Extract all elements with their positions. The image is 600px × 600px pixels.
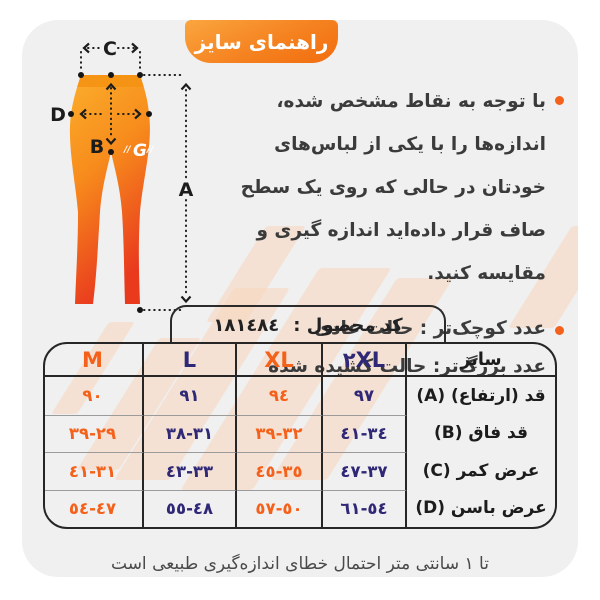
product-code-label: کد محصول : [293,314,403,336]
product-code-value: ١٨١٤٨٤ [213,314,280,336]
measure-b-arrow: B [90,82,117,158]
table-cell: ٣١-٣٨ [144,414,237,452]
table-cell: ٩٧ [323,377,407,415]
table-cell: ٢٩-٣٩ [45,414,144,452]
measure-c-label: C [103,40,117,60]
bullet-dot-icon [555,326,564,335]
measure-a-arrow: A [143,74,194,311]
table-cell: ٤٧-٥٤ [45,489,144,527]
instructions-list: با توجه به نقاط مشخص شده، اندازه‌ها را ب… [210,80,564,386]
logo-letter: G [133,141,147,161]
leggings-shape [69,75,150,304]
size-table: سایز ٢XL XL L M قد (ارتفاع) (A) ٩٧ ٩٤ ٩١… [43,342,557,529]
row-label: عرض کمر (C) [422,460,540,481]
tolerance-note: تا ١ سانتی متر احتمال خطای اندازه‌گیری ط… [111,554,489,574]
table-cell: ٩٤ [237,377,323,415]
table-cell: ٤٨-٥٥ [144,489,237,527]
row-label: عرض باسن (D) [415,498,547,519]
table-header-size: سایز [407,344,555,377]
table-cell: ٣٢-٣٩ [237,414,323,452]
instruction-item: با توجه به نقاط مشخص شده، اندازه‌ها را ب… [210,80,564,295]
measure-d-label: D [50,104,66,126]
table-cell: ٣١-٤١ [45,452,144,490]
measure-c-arrow: C [80,40,141,73]
size-guide-card: راهنمای سایز ∕∕ G ∕∕ [22,20,578,577]
table-cell: ٣٧-٤٧ [323,452,407,490]
row-label: قد فاق (B) [433,423,529,444]
table-cell: ٣٥-٤٥ [237,452,323,490]
instruction-text: با توجه به نقاط مشخص شده، اندازه‌ها را ب… [240,91,546,284]
table-header-2xl: ٢XL [323,344,407,377]
logo-speed-lines: ∕∕ [123,145,131,155]
measure-b-label: B [90,136,104,158]
instruction-text: عدد بزرگ‌تر: حالت کشیده شده [268,356,546,377]
table-cell: ٣٣-٤٣ [144,452,237,490]
table-cell: ٩٠ [45,377,144,415]
table-cell: ٥٠-٥٧ [237,489,323,527]
leggings-measurement-diagram: ∕∕ G ∕∕ C D B [50,40,194,313]
brand-logo: ∕∕ G ∕∕ [123,141,154,161]
table-cell: ٩١ [144,377,237,415]
table-header-m: M [45,344,144,377]
measure-anchor-dots [68,72,152,313]
measure-d-arrow: D [50,104,142,126]
badge-title: راهنمای سایز [194,29,329,54]
table-header-xl: XL [237,344,323,377]
product-code-tab: کد محصول : ١٨١٤٨٤ [170,305,446,343]
row-label: قد (ارتفاع) (A) [416,385,546,406]
bullet-dot-icon [555,96,564,105]
table-cell: ٣٤-٤١ [323,414,407,452]
measure-a-label: A [179,179,194,201]
table-cell: ٥٤-٦١ [323,489,407,527]
waistband [69,75,150,87]
logo-speed-lines: ∕∕ [146,145,154,155]
table-header-l: L [144,344,237,377]
size-guide-badge: راهنمای سایز [185,20,338,63]
